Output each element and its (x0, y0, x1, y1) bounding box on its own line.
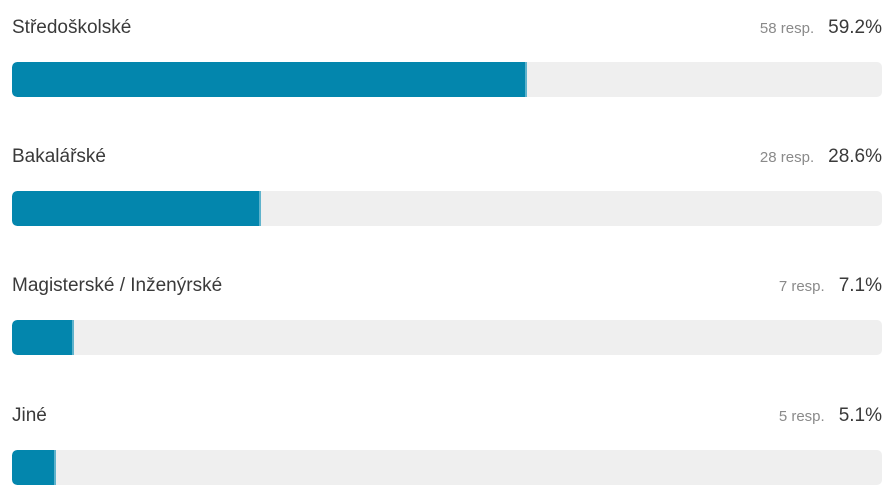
progress-track (12, 62, 882, 97)
poll-option-header: Středoškolské 58 resp. 59.2% (12, 14, 882, 42)
poll-option-label: Magisterské / Inženýrské (12, 275, 223, 296)
response-percent: 7.1% (838, 275, 882, 296)
poll-option-stats: 7 resp. 7.1% (779, 272, 882, 300)
poll-option-label: Jiné (12, 405, 47, 426)
progress-track (12, 450, 882, 485)
poll-option-bakalarske: Bakalářské 28 resp. 28.6% (12, 129, 882, 239)
response-percent: 59.2% (828, 17, 882, 38)
poll-option-header: Bakalářské 28 resp. 28.6% (12, 143, 882, 171)
response-count: 5 resp. (778, 408, 825, 425)
progress-fill (12, 450, 57, 485)
poll-option-jine: Jiné 5 resp. 5.1% (12, 388, 882, 498)
poll-results: Středoškolské 58 resp. 59.2% Bakalářské 2… (12, 0, 882, 485)
response-count: 7 resp. (778, 278, 825, 295)
poll-option-header: Jiné 5 resp. 5.1% (12, 402, 882, 430)
poll-option-stats: 58 resp. 59.2% (760, 14, 882, 42)
progress-track (12, 191, 882, 226)
poll-option-label: Bakalářské (12, 146, 106, 167)
progress-fill (12, 191, 261, 226)
poll-option-magisterske: Magisterské / Inženýrské 7 resp. 7.1% (12, 258, 882, 368)
progress-track (12, 320, 882, 355)
response-count: 28 resp. (759, 149, 815, 166)
poll-option-label: Středoškolské (12, 17, 132, 38)
progress-fill (12, 320, 74, 355)
progress-fill (12, 62, 528, 97)
poll-option-stredoskolske: Středoškolské 58 resp. 59.2% (12, 0, 882, 110)
poll-option-header: Magisterské / Inženýrské 7 resp. 7.1% (12, 272, 882, 300)
response-count: 58 resp. (759, 20, 815, 37)
poll-option-stats: 28 resp. 28.6% (760, 143, 882, 171)
response-percent: 5.1% (838, 405, 882, 426)
response-percent: 28.6% (828, 146, 882, 167)
poll-option-stats: 5 resp. 5.1% (779, 402, 882, 430)
